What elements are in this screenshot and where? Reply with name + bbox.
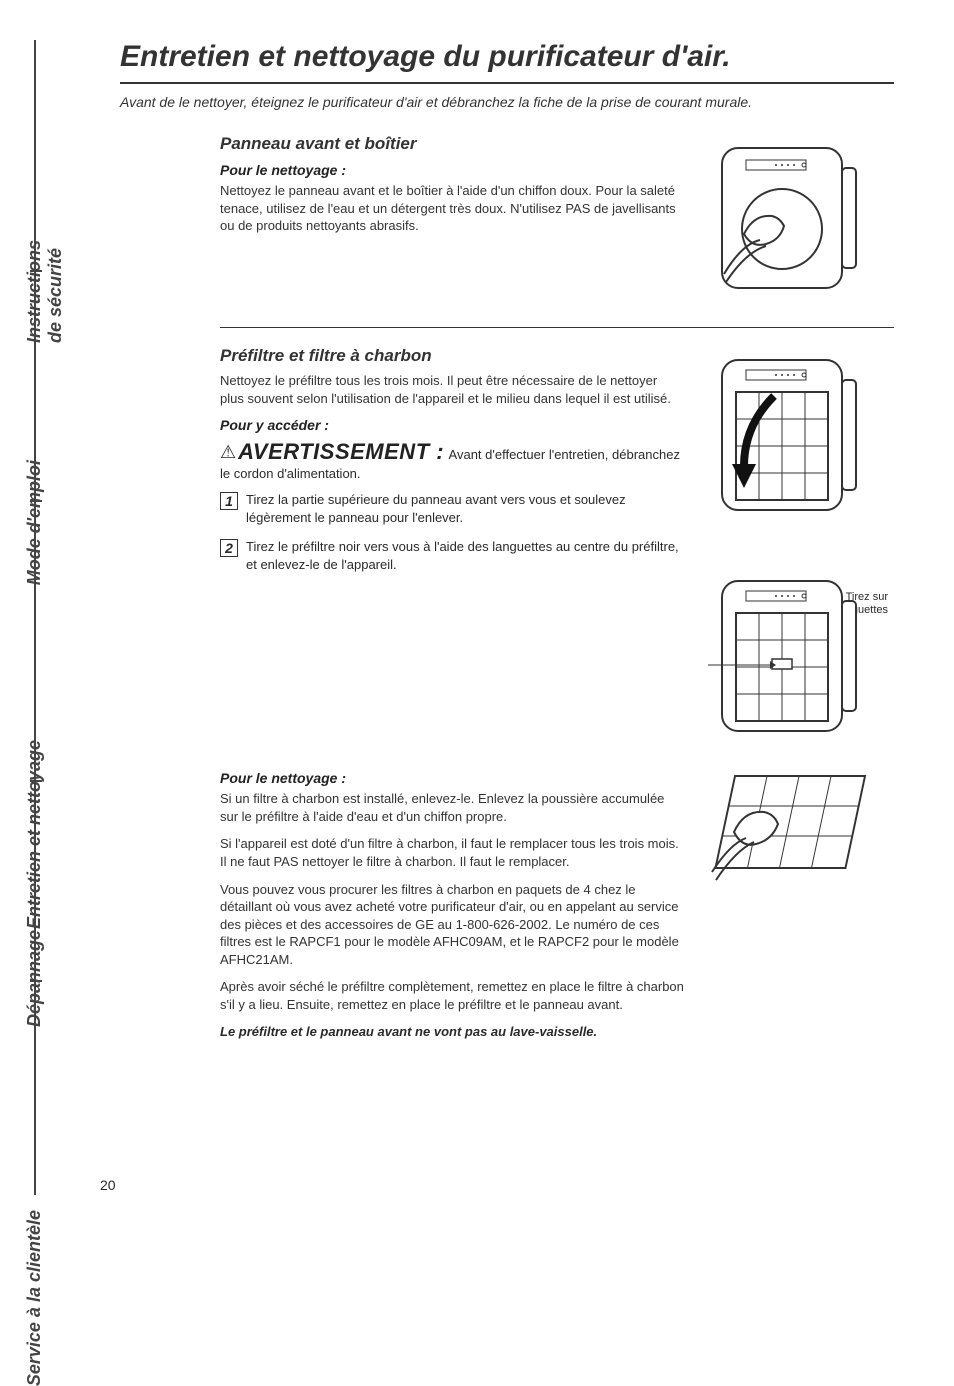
illustration-wipe-panel <box>704 134 874 304</box>
page-title: Entretien et nettoyage du purificateur d… <box>120 40 894 74</box>
step-number: 1 <box>220 492 238 510</box>
section-cleaning: Pour le nettoyage : Si un filtre à charb… <box>220 762 894 1041</box>
section1-subhead: Pour le nettoyage : <box>220 162 684 178</box>
tab-divider <box>30 980 42 982</box>
section1-body: Nettoyez le panneau avant et le boîtier … <box>220 182 684 235</box>
title-rule <box>120 82 894 84</box>
manual-page: Instructionsde sécurité Mode d'emploi En… <box>0 0 954 1235</box>
warning-line: ⚠AVERTISSEMENT : Avant d'effectuer l'ent… <box>220 439 684 483</box>
intro-text: Avant de le nettoyer, éteignez le purifi… <box>120 94 894 110</box>
warning-label: AVERTISSEMENT : <box>238 439 444 464</box>
section3-p2: Si l'appareil est doté d'un filtre à cha… <box>220 835 684 870</box>
tab-divider <box>30 270 42 272</box>
section1-heading: Panneau avant et boîtier <box>220 134 684 154</box>
section-rule <box>220 327 894 328</box>
side-tab-bar: Instructionsde sécurité Mode d'emploi En… <box>34 40 84 1195</box>
step-number: 2 <box>220 539 238 557</box>
page-number: 20 <box>100 1177 116 1193</box>
warning-icon: ⚠ <box>220 442 236 462</box>
section2-heading: Préfiltre et filtre à charbon <box>220 346 684 366</box>
content-area: Entretien et nettoyage du purificateur d… <box>120 40 894 1041</box>
step-1-text: Tirez la partie supérieure du panneau av… <box>246 491 684 526</box>
section2-body1: Nettoyez le préfiltre tous les trois moi… <box>220 372 684 407</box>
tab-divider <box>30 500 42 502</box>
tab-usage: Mode d'emploi <box>24 460 45 585</box>
tab-care: Entretien et nettoyage <box>24 740 45 929</box>
tab-troubleshooting: Dépannage <box>24 930 45 1027</box>
illustration-open-panel <box>704 346 874 526</box>
section3-p1: Si un filtre à charbon est installé, enl… <box>220 790 684 825</box>
tab-divider <box>30 780 42 782</box>
tab-safety: Instructionsde sécurité <box>24 240 66 343</box>
section3-p4: Après avoir séché le préfiltre complètem… <box>220 978 684 1013</box>
tab-service: Service à la clientèle <box>24 1210 45 1386</box>
section3-subhead: Pour le nettoyage : <box>220 770 684 786</box>
step-2-text: Tirez le préfiltre noir vers vous à l'ai… <box>246 538 684 573</box>
section2-subhead: Pour y accéder : <box>220 417 684 433</box>
section3-p3: Vous pouvez vous procurer les filtres à … <box>220 881 684 969</box>
section-front-panel: Panneau avant et boîtier Pour le nettoya… <box>220 134 894 309</box>
illustration-pull-tabs <box>704 567 874 747</box>
section3-footnote: Le préfiltre et le panneau avant ne vont… <box>220 1023 684 1041</box>
illustration-wipe-filter <box>704 762 874 892</box>
step-1: 1 Tirez la partie supérieure du panneau … <box>220 491 684 526</box>
step-2: 2 Tirez le préfiltre noir vers vous à l'… <box>220 538 684 573</box>
section-prefilter: Préfiltre et filtre à charbon Nettoyez l… <box>220 346 894 752</box>
